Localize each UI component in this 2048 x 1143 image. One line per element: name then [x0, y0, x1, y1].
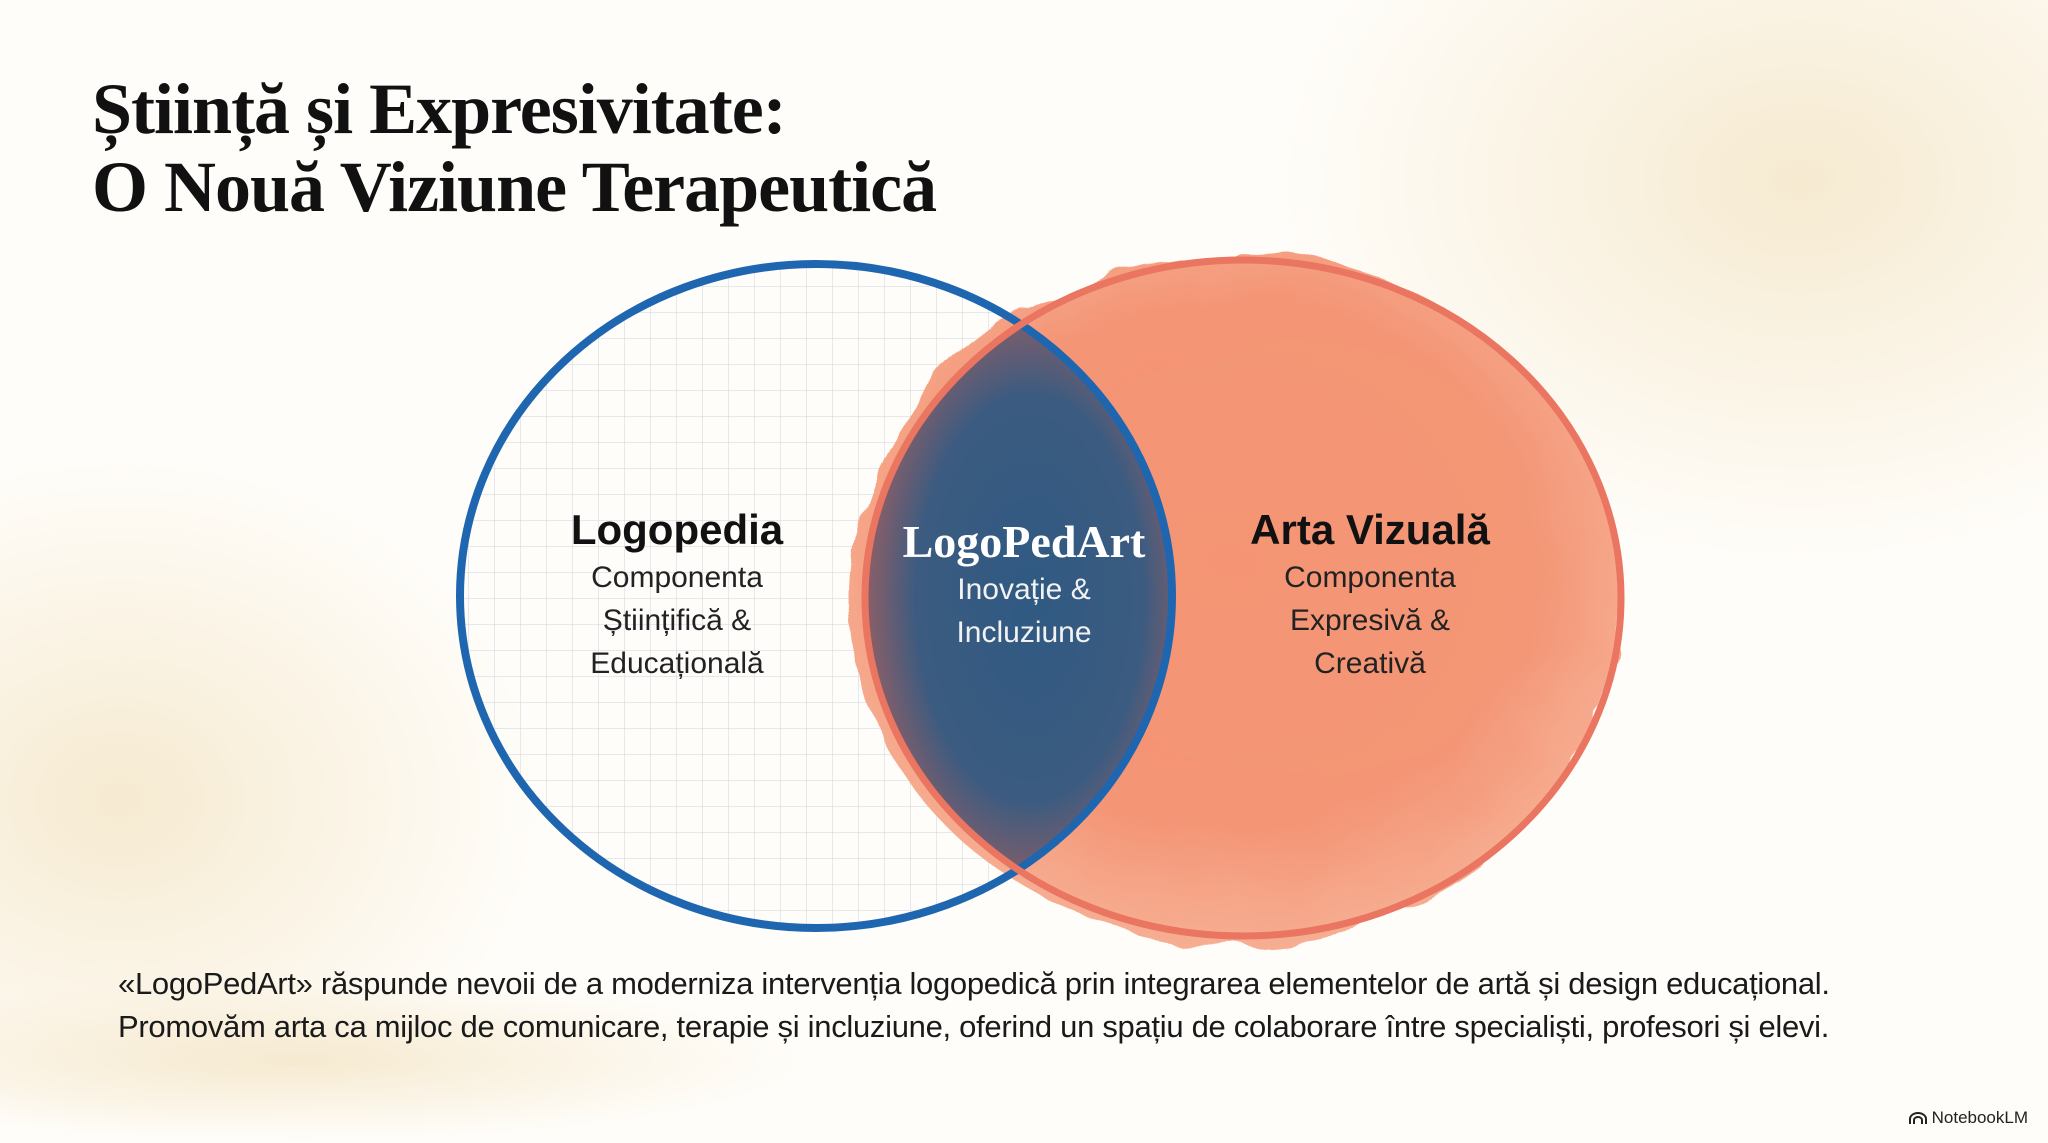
notebooklm-brand: NotebookLM: [1908, 1108, 2028, 1128]
venn-left-line: Componenta: [591, 561, 763, 594]
title-line-2: O Nouă Viziune Terapeutică: [92, 147, 937, 227]
venn-right-line: Expresivă &: [1289, 604, 1451, 637]
left-circle-outline: [456, 260, 1176, 932]
title-line-1: Știință și Expresivitate:: [92, 69, 787, 149]
venn-right-heading: Arta Vizuală: [1250, 506, 1490, 553]
notebooklm-logo-icon: [1908, 1112, 1927, 1124]
venn-center-line: Inovație &: [957, 573, 1091, 606]
right-circle-outline: [861, 256, 1625, 940]
venn-center-label: LogoPedArt Inovație & Incluziune: [903, 516, 1146, 654]
brand-label: NotebookLM: [1931, 1108, 2028, 1127]
description-text: «LogoPedArt» răspunde nevoii de a modern…: [118, 966, 1830, 1044]
page-title: Știință și Expresivitate: O Nouă Viziune…: [92, 69, 937, 227]
venn-left-line: Științifică &: [602, 604, 752, 637]
venn-right-line: Componenta: [1284, 561, 1456, 594]
venn-center-heading: LogoPedArt: [902, 516, 1146, 567]
venn-center-line: Incluziune: [956, 616, 1092, 649]
venn-left-label: Logopedia Componenta Științifică & Educa…: [571, 504, 783, 685]
venn-right-line: Creativă: [1314, 647, 1426, 680]
venn-left-heading: Logopedia: [570, 506, 784, 553]
venn-right-label: Arta Vizuală Componenta Expresivă & Crea…: [1250, 504, 1490, 685]
venn-left-line: Educațională: [590, 647, 764, 680]
